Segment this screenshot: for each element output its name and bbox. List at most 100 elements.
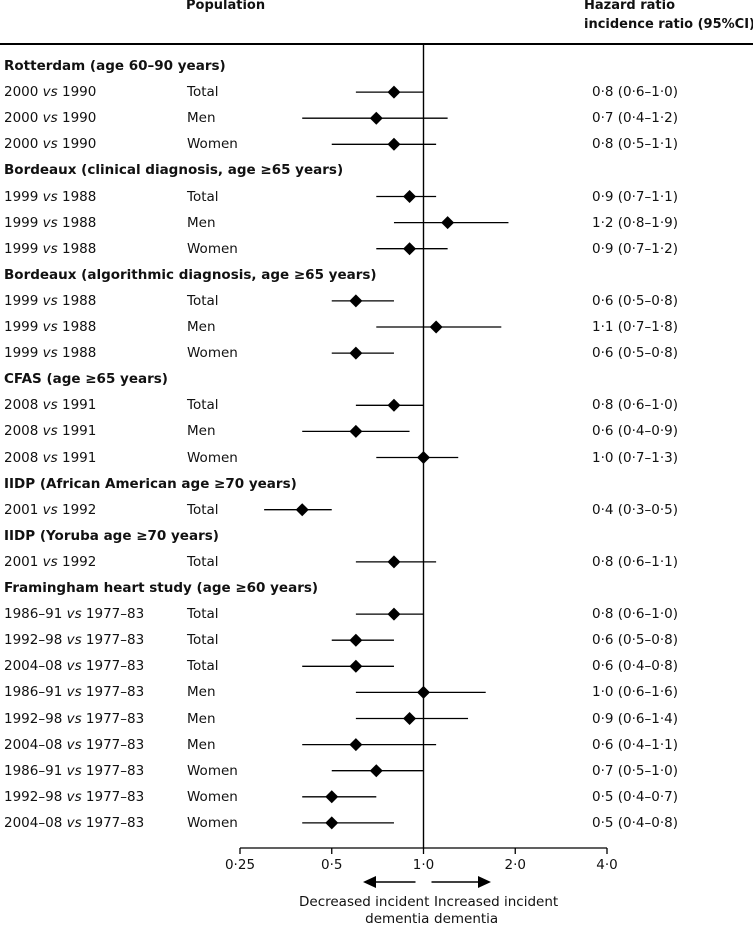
comparison-label: 1999 vs 1988: [4, 240, 97, 257]
subgroup-label: Men: [187, 423, 216, 440]
vs-label: vs: [66, 658, 82, 675]
vs-label: vs: [66, 762, 82, 779]
subgroup-label: Total: [187, 632, 219, 649]
ci-value: 0·8 (0·6–1·0): [592, 84, 678, 101]
ci-value: 1·1 (0·7–1·8): [592, 319, 678, 335]
comparison-label: 1999 vs 1988: [4, 345, 97, 362]
decreased-label-line2: dementia: [365, 911, 430, 927]
subgroup-label: Women: [187, 788, 238, 805]
comparison-label: 2004–08 vs 1977–83: [4, 658, 145, 675]
vs-label: vs: [42, 501, 58, 518]
point-estimate: [349, 424, 363, 438]
ci-value: 0·9 (0·7–1·2): [592, 240, 678, 257]
vs-label: vs: [66, 736, 82, 753]
point-estimate: [403, 190, 417, 203]
comparison-label: 1992–98 vs 1977–83: [4, 710, 145, 727]
increased-arrowhead: [478, 876, 491, 888]
subgroup-label: Men: [187, 684, 216, 701]
decreased-label-line1: Decreased incident: [299, 894, 430, 910]
ci-value: 0·7 (0·5–1·0): [592, 762, 678, 779]
vs-label: vs: [42, 136, 58, 153]
point-estimate: [403, 242, 417, 256]
subgroup-label: Total: [187, 606, 219, 623]
ci-value: 0·8 (0·6–1·0): [592, 606, 678, 623]
group-title: IIDP (Yoruba age ≥70 years): [4, 527, 219, 544]
ci-value: 1·2 (0·8–1·9): [592, 214, 678, 231]
population-header-label: Population: [186, 0, 266, 13]
subgroup-label: Total: [187, 553, 219, 570]
comparison-label: 1986–91 vs 1977–83: [4, 762, 145, 779]
subgroup-label: Total: [187, 84, 219, 101]
vs-label: vs: [66, 788, 82, 805]
group-title: Framingham heart study (age ≥60 years): [4, 580, 319, 596]
x-tick-label: 1·0: [413, 857, 434, 873]
point-estimate: [349, 346, 363, 360]
comparison-label: 1999 vs 1988: [4, 188, 97, 205]
point-estimate: [387, 555, 401, 569]
increased-label-line2: dementia: [434, 911, 499, 927]
vs-label: vs: [42, 240, 58, 257]
point-estimate: [429, 320, 443, 334]
ci-value: 0·6 (0·4–1·1): [592, 736, 678, 753]
point-estimate: [295, 503, 309, 517]
comparison-label: 1999 vs 1988: [4, 319, 97, 335]
x-tick-label: 0·25: [225, 857, 255, 873]
vs-label: vs: [42, 397, 58, 414]
group-title: Bordeaux (clinical diagnosis, age ≥65 ye…: [4, 162, 344, 179]
vs-label: vs: [66, 710, 82, 727]
vs-label: vs: [42, 84, 58, 101]
ci-value: 0·9 (0·7–1·1): [592, 188, 678, 205]
vs-label: vs: [42, 423, 58, 440]
point-estimate: [349, 738, 363, 752]
ci-value: 0·7 (0·4–1·2): [592, 110, 678, 127]
subgroup-label: Men: [187, 214, 216, 231]
point-estimate: [387, 137, 401, 151]
point-estimate: [441, 216, 455, 230]
subgroup-label: Women: [187, 136, 238, 153]
comparison-label: 1986–91 vs 1977–83: [4, 684, 145, 701]
ci-value: 0·6 (0·5–0·8): [592, 345, 678, 362]
subgroup-label: Total: [187, 292, 219, 309]
vs-label: vs: [66, 632, 82, 649]
decreased-arrowhead: [363, 876, 376, 888]
group-title: IIDP (African American age ≥70 years): [4, 475, 297, 492]
point-estimate: [325, 816, 339, 830]
group-title: Bordeaux (algorithmic diagnosis, age ≥65…: [4, 266, 377, 283]
subgroup-label: Men: [187, 110, 216, 127]
subgroup-label: Men: [187, 710, 216, 727]
group-title: Rotterdam (age 60–90 years): [4, 58, 226, 74]
subgroup-label: Men: [187, 736, 216, 753]
point-estimate: [387, 607, 401, 621]
ci-value: 0·6 (0·5–0·8): [592, 292, 678, 309]
comparison-label: 2008 vs 1991: [4, 449, 97, 466]
x-tick-label: 2·0: [505, 857, 526, 873]
comparison-label: 1992–98 vs 1977–83: [4, 632, 145, 649]
comparison-label: 1999 vs 1988: [4, 214, 97, 231]
decreased-label: Decreased incident dementia: [299, 894, 429, 928]
ci-value: 0·9 (0·6–1·4): [592, 710, 678, 727]
ci-value: 0·8 (0·6–1·1): [592, 553, 678, 570]
header-divider: [0, 43, 753, 45]
ci-value: 1·0 (0·6–1·6): [592, 684, 678, 701]
subgroup-label: Women: [187, 762, 238, 779]
ci-value: 0·6 (0·4–0·8): [592, 658, 678, 675]
subgroup-label: Total: [187, 658, 219, 675]
vs-label: vs: [42, 214, 58, 231]
ci-value: 0·6 (0·5–0·8): [592, 632, 678, 649]
point-estimate: [369, 111, 383, 125]
comparison-label: 2001 vs 1992: [4, 553, 97, 570]
comparison-label: 2008 vs 1991: [4, 397, 97, 414]
comparison-label: 1999 vs 1988: [4, 292, 97, 309]
subgroup-label: Total: [187, 397, 219, 414]
point-estimate: [349, 294, 363, 308]
vs-label: vs: [66, 684, 82, 701]
hazard-ratio-header: Hazard ratio incidence ratio (95%CI): [584, 0, 753, 34]
comparison-label: 2004–08 vs 1977–83: [4, 814, 145, 831]
subgroup-label: Women: [187, 345, 238, 362]
comparison-label: 2004–08 vs 1977–83: [4, 736, 145, 753]
ci-value: 0·8 (0·6–1·0): [592, 397, 678, 414]
comparison-label: 1986–91 vs 1977–83: [4, 606, 145, 623]
x-tick-label: 4·0: [596, 857, 617, 873]
x-tick-label: 0·5: [321, 857, 342, 873]
